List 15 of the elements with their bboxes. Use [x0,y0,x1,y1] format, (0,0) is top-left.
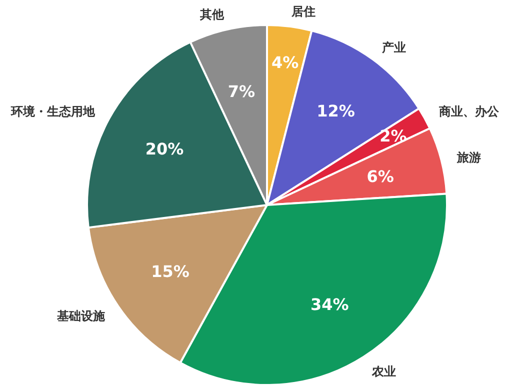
slice-label: 居住 [290,4,316,19]
slice-label: 其他 [199,8,226,22]
data-label: 12% [316,101,355,120]
slice-label: 旅游 [456,150,481,164]
slice-label: 商业、办公 [438,104,500,119]
data-label: 7% [228,82,256,101]
slice-label: 基础设施 [56,309,106,324]
data-label: 6% [366,166,394,186]
slice-label: 环境・生态用地 [10,104,96,119]
slice-label: 农业 [371,364,396,378]
data-label: 34% [310,294,349,314]
data-label: 20% [145,140,184,159]
slice-label: 产业 [381,40,406,54]
data-label: 4% [271,53,299,72]
data-label: 15% [151,262,190,281]
